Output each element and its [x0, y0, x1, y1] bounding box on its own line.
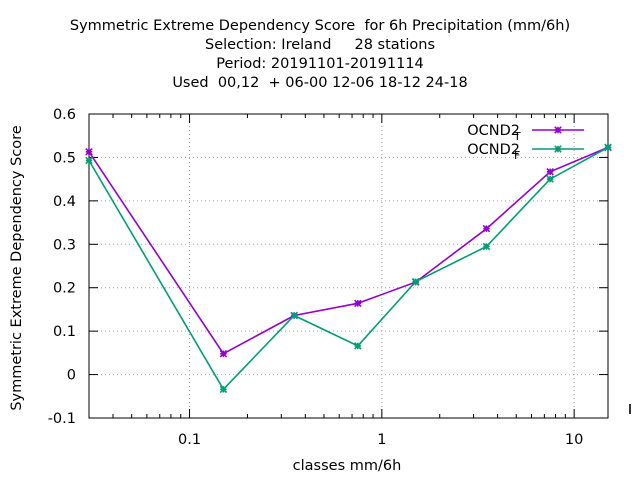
series-layer: [85, 143, 612, 394]
legend-label-T: OCND2: [467, 123, 520, 139]
chart-title-line-1: Symmetric Extreme Dependency Score for 6…: [69, 18, 571, 34]
data-point-T: [85, 148, 93, 156]
data-point-F: [482, 242, 491, 251]
grid-layer: [89, 113, 608, 419]
data-point-F: [290, 311, 298, 320]
x-axis-label: classes mm/6h: [293, 458, 402, 474]
series-line-T: [88, 146, 609, 355]
legend-subscript-T: T: [513, 130, 521, 143]
y-tick-label: 0: [67, 368, 76, 384]
data-point-F: [604, 143, 612, 152]
plot-frame: [88, 113, 609, 419]
y-tick-label: 0.2: [53, 281, 76, 297]
legend-subscript-F: F: [514, 149, 520, 162]
y-axis-label: Symmetric Extreme Dependency Score: [9, 125, 25, 410]
data-point-T: [482, 224, 491, 233]
y-tick-label: 0.5: [53, 150, 76, 166]
legend-label-F: OCND2: [467, 142, 520, 158]
data-point-T: [354, 299, 362, 308]
data-point-T: [546, 167, 554, 176]
x-tick-label: 0.1: [178, 432, 201, 448]
data-point-F: [85, 156, 93, 165]
legend-marker-F: [554, 145, 562, 153]
x-tick-label: 1: [377, 432, 386, 448]
chart-title-line-4: Used 00,12 + 06-00 12-06 18-12 24-18: [172, 75, 468, 91]
ticks-layer: -0.1 0 0.1 0.2 0.3 0.4 0.5 0.6 0.1 1 10: [48, 107, 631, 448]
data-point-F: [219, 385, 228, 394]
data-point-F: [354, 342, 362, 350]
y-tick-label: 0.6: [53, 107, 76, 123]
data-point-F: [411, 277, 420, 286]
chart-title-line-3: Period: 20191101-20191114: [216, 56, 424, 72]
data-point-F: [546, 175, 554, 183]
y-tick-label: 0.1: [53, 324, 76, 340]
x-tick-label: 10: [565, 432, 583, 448]
chart-title-line-2: Selection: Ireland 28 stations: [204, 37, 436, 53]
y-tick-label: 0.3: [53, 237, 76, 253]
series-line-F: [88, 146, 609, 391]
legend-marker-T: [554, 126, 562, 134]
y-tick-label: -0.1: [48, 411, 76, 427]
y-tick-label: 0.4: [53, 194, 76, 210]
data-point-T: [219, 349, 228, 358]
